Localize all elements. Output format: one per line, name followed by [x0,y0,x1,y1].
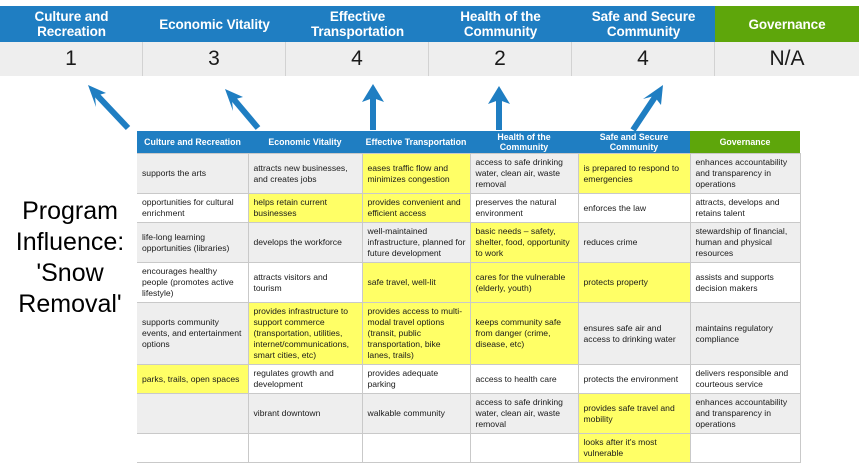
strategic-priorities-banner: Culture and Recreation Economic Vitality E… [0,6,859,76]
matrix-cell [137,393,249,434]
banner-column-score: 4 [286,42,429,76]
matrix-cell: opportunities for cultural enrichment [137,193,249,223]
matrix-cell [137,433,249,463]
matrix-cell: assists and supports decision makers [690,262,801,303]
matrix-cell: supports community events, and entertain… [137,302,249,365]
banner-column-header: Governance [715,6,859,42]
matrix-cell: life-long learning opportunities (librar… [137,222,249,263]
banner-column-score: 2 [429,42,572,76]
matrix-cell-highlighted: provides convenient and efficient access [362,193,471,223]
banner-header-row: Culture and Recreation Economic Vitality E… [0,6,859,42]
banner-column-header: Health of the Community [429,6,572,42]
matrix-cell: enforces the law [578,193,691,223]
banner-column-score: 3 [143,42,286,76]
arrowhead-1 [88,85,106,107]
arrowhead-2 [225,89,243,111]
banner-column-header: Culture and Recreation [0,6,143,42]
matrix-cell: develops the workforce [248,222,363,263]
matrix-row: life-long learning opportunities (librar… [137,222,801,263]
banner-column-header: Effective Transportation [286,6,429,42]
matrix-cell: access to safe drinking water, clean air… [470,393,579,434]
matrix-cell [470,433,579,463]
matrix-cell-highlighted: helps retain current businesses [248,193,363,223]
matrix-column-header: Health of the Community [470,131,578,154]
matrix-cell: attracts new businesses, and creates job… [248,153,363,194]
matrix-cell: protects the environment [578,364,691,394]
matrix-cell: vibrant downtown [248,393,363,434]
matrix-row: vibrant downtown walkable community access… [137,393,801,434]
matrix-cell-highlighted: is prepared to respond to emergencies [578,153,691,194]
matrix-cell [248,433,363,463]
influence-arrows [0,76,859,134]
matrix-cell-highlighted: eases traffic flow and minimizes congest… [362,153,471,194]
banner-score-row: 1 3 4 2 4 N/A [0,42,859,76]
matrix-cell-highlighted: cares for the vulnerable (elderly, youth… [470,262,579,303]
matrix-cell: reduces crime [578,222,691,263]
arrowhead-3 [362,84,384,102]
matrix-cell: well-maintained infrastructure, planned … [362,222,471,263]
matrix-cell: attracts visitors and tourism [248,262,363,303]
matrix-cell: preserves the natural environment [470,193,579,223]
matrix-cell-highlighted: keeps community safe from danger (crime,… [470,302,579,365]
matrix-cell: stewardship of financial, human and phys… [690,222,801,263]
matrix-body: supports the arts attracts new businesses… [137,153,801,463]
matrix-cell: enhances accountability and transparency… [690,393,801,434]
matrix-cell-highlighted: provides access to multi-modal travel op… [362,302,471,365]
program-influence-caption: Program Influence: 'Snow Removal' [15,197,125,318]
strategic-outcomes-matrix: Culture and Recreation Economic Vitality E… [137,131,801,463]
matrix-row: opportunities for cultural enrichment hel… [137,193,801,223]
matrix-cell: supports the arts [137,153,249,194]
matrix-cell: maintains regulatory compliance [690,302,801,365]
matrix-cell: enhances accountability and transparency… [690,153,801,194]
matrix-cell: access to health care [470,364,579,394]
matrix-column-header: Governance [690,131,800,154]
matrix-row: supports community events, and entertain… [137,302,801,365]
matrix-cell-highlighted: parks, trails, open spaces [137,364,249,394]
banner-column-score: 1 [0,42,143,76]
matrix-row: parks, trails, open spaces regulates grow… [137,364,801,394]
banner-column-header: Economic Vitality [143,6,286,42]
matrix-column-header: Culture and Recreation [137,131,248,154]
banner-column-score: N/A [715,42,859,76]
matrix-cell: encourages healthy people (promotes acti… [137,262,249,303]
arrowhead-5 [643,85,663,105]
matrix-cell-highlighted: safe travel, well-lit [362,262,471,303]
matrix-cell-highlighted: provides infrastructure to support comme… [248,302,363,365]
matrix-column-header: Safe and Secure Community [578,131,690,154]
matrix-cell-highlighted: provides safe travel and mobility [578,393,691,434]
matrix-cell: regulates growth and development [248,364,363,394]
matrix-cell-highlighted: protects property [578,262,691,303]
banner-column-header: Safe and Secure Community [572,6,715,42]
matrix-header: Culture and Recreation Economic Vitality E… [137,131,800,154]
matrix-row: encourages healthy people (promotes acti… [137,262,801,303]
matrix-cell: walkable community [362,393,471,434]
matrix-cell: provides adequate parking [362,364,471,394]
banner-column-score: 4 [572,42,715,76]
matrix-cell-highlighted: basic needs – safety, shelter, food, opp… [470,222,579,263]
matrix-cell: delivers responsible and courteous servi… [690,364,801,394]
matrix-header-row: Culture and Recreation Economic Vitality E… [137,131,800,154]
matrix-row: looks after it's most vulnerable [137,433,801,463]
matrix-cell: ensures safe air and access to drinking … [578,302,691,365]
matrix-column-header: Economic Vitality [248,131,362,154]
matrix-cell: access to safe drinking water, clean air… [470,153,579,194]
matrix-column-header: Effective Transportation [362,131,470,154]
matrix-row: supports the arts attracts new businesses… [137,153,801,194]
matrix-cell-highlighted: looks after it's most vulnerable [578,433,691,463]
matrix-cell [690,433,801,463]
matrix-cell: attracts, develops and retains talent [690,193,801,223]
matrix-cell [362,433,471,463]
arrowhead-4 [488,86,510,104]
